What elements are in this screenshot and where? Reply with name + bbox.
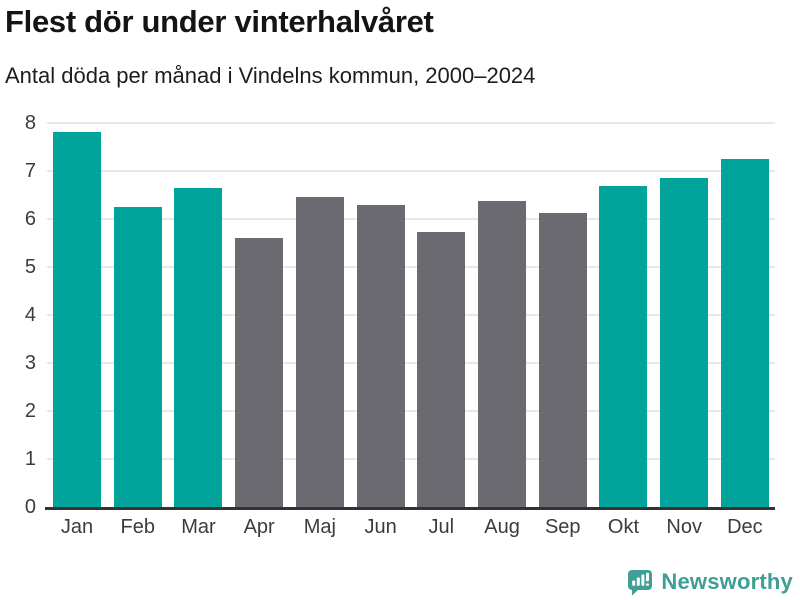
bar-aug	[478, 200, 527, 507]
x-tick-label: Sep	[544, 516, 581, 538]
bar-feb	[113, 206, 162, 507]
x-tick-label: Jul	[428, 516, 455, 538]
y-tick-label: 8	[24, 112, 36, 134]
brand-footer[interactable]: Newsworthy	[626, 568, 793, 596]
x-tick-label: Maj	[303, 516, 336, 538]
bar-dec	[720, 158, 769, 507]
plot-area	[45, 122, 775, 510]
x-tick-label: Jan	[60, 516, 94, 538]
x-tick-label: Mar	[181, 516, 216, 538]
y-tick-label: 2	[24, 400, 36, 422]
gridline	[47, 362, 775, 364]
brand-name: Newsworthy	[661, 569, 793, 594]
x-axis-line	[45, 507, 775, 510]
bar-jul	[417, 231, 466, 507]
chart-title: Flest dör under vinterhalvåret	[5, 4, 434, 39]
bar-nov	[660, 178, 709, 507]
gridline	[47, 170, 775, 172]
y-axis-labels: 0 1 2 3 4 5 6 7 8	[0, 113, 36, 517]
bar-sep	[538, 213, 587, 507]
bar-jun	[356, 204, 405, 507]
newsworthy-logo-icon	[628, 570, 653, 596]
chart-subtitle: Antal döda per månad i Vindelns kommun, …	[5, 63, 536, 88]
gridline	[47, 458, 775, 460]
gridline	[47, 314, 775, 316]
x-tick-label: Jun	[364, 516, 397, 538]
y-tick-label: 5	[24, 256, 36, 278]
y-tick-label: 6	[24, 208, 36, 230]
y-tick-label: 0	[24, 496, 36, 518]
x-tick-label: Apr	[243, 516, 275, 538]
bar-apr	[235, 237, 284, 507]
gridline	[47, 266, 775, 268]
x-tick-label: Dec	[727, 516, 763, 538]
bar-maj	[295, 197, 344, 507]
bar-jan	[53, 131, 101, 507]
x-tick-label: Nov	[666, 516, 702, 538]
x-tick-label: Aug	[484, 516, 520, 538]
gridline	[47, 410, 775, 412]
bar-okt	[599, 186, 648, 507]
y-tick-label: 1	[24, 448, 36, 470]
x-tick-label: Feb	[120, 516, 155, 538]
bar-mar	[174, 188, 223, 507]
y-tick-label: 4	[24, 304, 36, 326]
y-tick-label: 3	[24, 352, 36, 374]
x-tick-label: Okt	[607, 516, 640, 538]
gridline	[47, 122, 775, 124]
gridline	[47, 218, 775, 220]
y-tick-label: 7	[24, 160, 36, 182]
x-axis-labels: Jan Feb Mar Apr Maj Jun Jul Aug Sep Okt Nov Dec	[47, 516, 775, 539]
bars-container	[47, 123, 775, 507]
